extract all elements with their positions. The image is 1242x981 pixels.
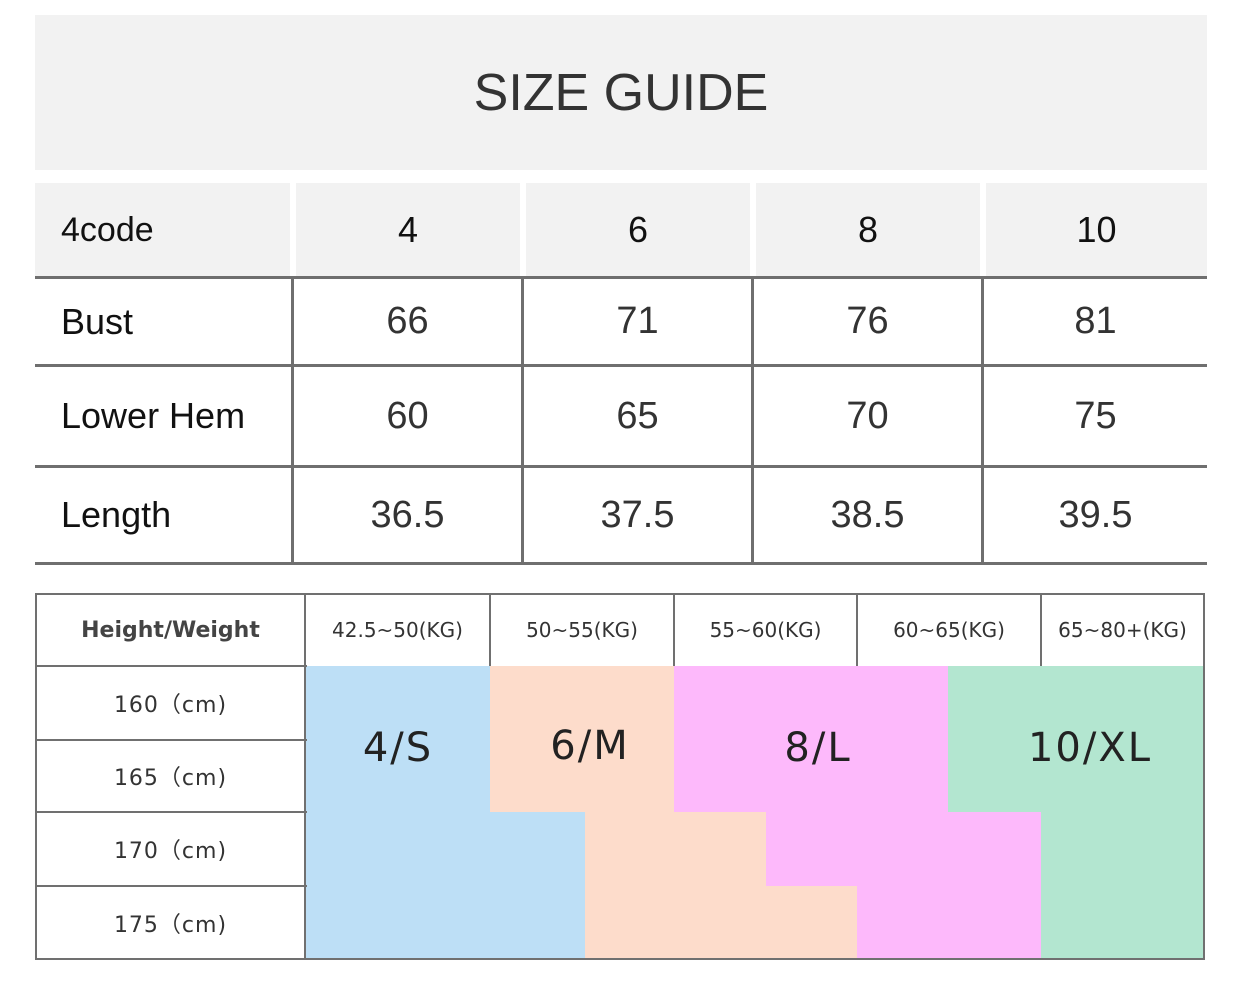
table-cell: 66 bbox=[386, 300, 429, 342]
size-label: 4/S bbox=[362, 725, 434, 771]
divider bbox=[751, 277, 754, 564]
table-cell: 36.5 bbox=[370, 493, 445, 536]
zone-8l bbox=[766, 812, 1041, 886]
divider bbox=[1040, 593, 1042, 666]
fit-chart-border bbox=[35, 593, 1205, 960]
divider bbox=[304, 593, 306, 960]
page-title: SIZE GUIDE bbox=[35, 15, 1207, 170]
header-cell: 6 bbox=[526, 183, 750, 277]
height-label: 165（cm) bbox=[113, 766, 228, 791]
height-label: 175（cm) bbox=[113, 912, 228, 938]
divider bbox=[489, 593, 491, 666]
zone-4s bbox=[306, 666, 490, 812]
header-cell: 4code bbox=[35, 183, 290, 277]
size-label: 6/M bbox=[550, 723, 630, 769]
table-cell: 70 bbox=[846, 394, 889, 437]
table-cell: 38.5 bbox=[830, 493, 905, 536]
header-cell: 10 bbox=[986, 183, 1207, 277]
zone-8l bbox=[674, 666, 948, 812]
divider bbox=[291, 277, 294, 564]
table-cell: 65 bbox=[616, 394, 659, 437]
divider bbox=[35, 276, 1207, 279]
row-label: Bust bbox=[61, 300, 134, 342]
row-label: Length bbox=[61, 494, 172, 535]
divider bbox=[521, 277, 524, 564]
zone-10xl bbox=[948, 666, 1205, 812]
corner-label: Height/Weight bbox=[81, 617, 260, 643]
weight-header: 65~80+(KG) bbox=[1058, 618, 1187, 642]
table-cell: 81 bbox=[1074, 300, 1117, 342]
divider bbox=[35, 364, 1207, 367]
weight-header: 55~60(KG) bbox=[709, 618, 822, 642]
table-cell: 75 bbox=[1074, 394, 1117, 437]
size-label: 10/XL bbox=[1027, 725, 1153, 771]
zone-8l bbox=[857, 886, 1041, 959]
row-label: Lower Hem bbox=[61, 395, 246, 436]
divider bbox=[35, 465, 1207, 468]
height-label: 160（cm) bbox=[113, 693, 228, 718]
divider bbox=[856, 593, 858, 666]
table-cell: 76 bbox=[846, 300, 889, 342]
divider bbox=[981, 277, 984, 564]
weight-header: 60~65(KG) bbox=[893, 618, 1005, 642]
weight-header: 42.5~50(KG) bbox=[332, 618, 463, 642]
divider bbox=[35, 562, 1207, 565]
table-cell: 60 bbox=[386, 394, 429, 437]
divider bbox=[35, 665, 307, 667]
zone-6m bbox=[585, 812, 766, 886]
weight-header: 50~55(KG) bbox=[526, 618, 638, 642]
table-cell: 39.5 bbox=[1058, 493, 1133, 536]
zone-4s bbox=[306, 812, 585, 959]
divider bbox=[35, 739, 307, 741]
zone-10xl bbox=[1041, 812, 1205, 959]
table-cell: 71 bbox=[616, 300, 659, 342]
zone-6m bbox=[585, 886, 857, 959]
header-cell: 4 bbox=[296, 183, 520, 277]
divider bbox=[35, 885, 307, 887]
zone-6m bbox=[490, 666, 674, 812]
height-label: 170（cm) bbox=[113, 839, 228, 864]
header-cell: 8 bbox=[756, 183, 980, 277]
size-label: 8/L bbox=[784, 725, 852, 771]
table-cell: 37.5 bbox=[600, 493, 675, 536]
divider bbox=[35, 811, 307, 813]
divider bbox=[673, 593, 675, 666]
